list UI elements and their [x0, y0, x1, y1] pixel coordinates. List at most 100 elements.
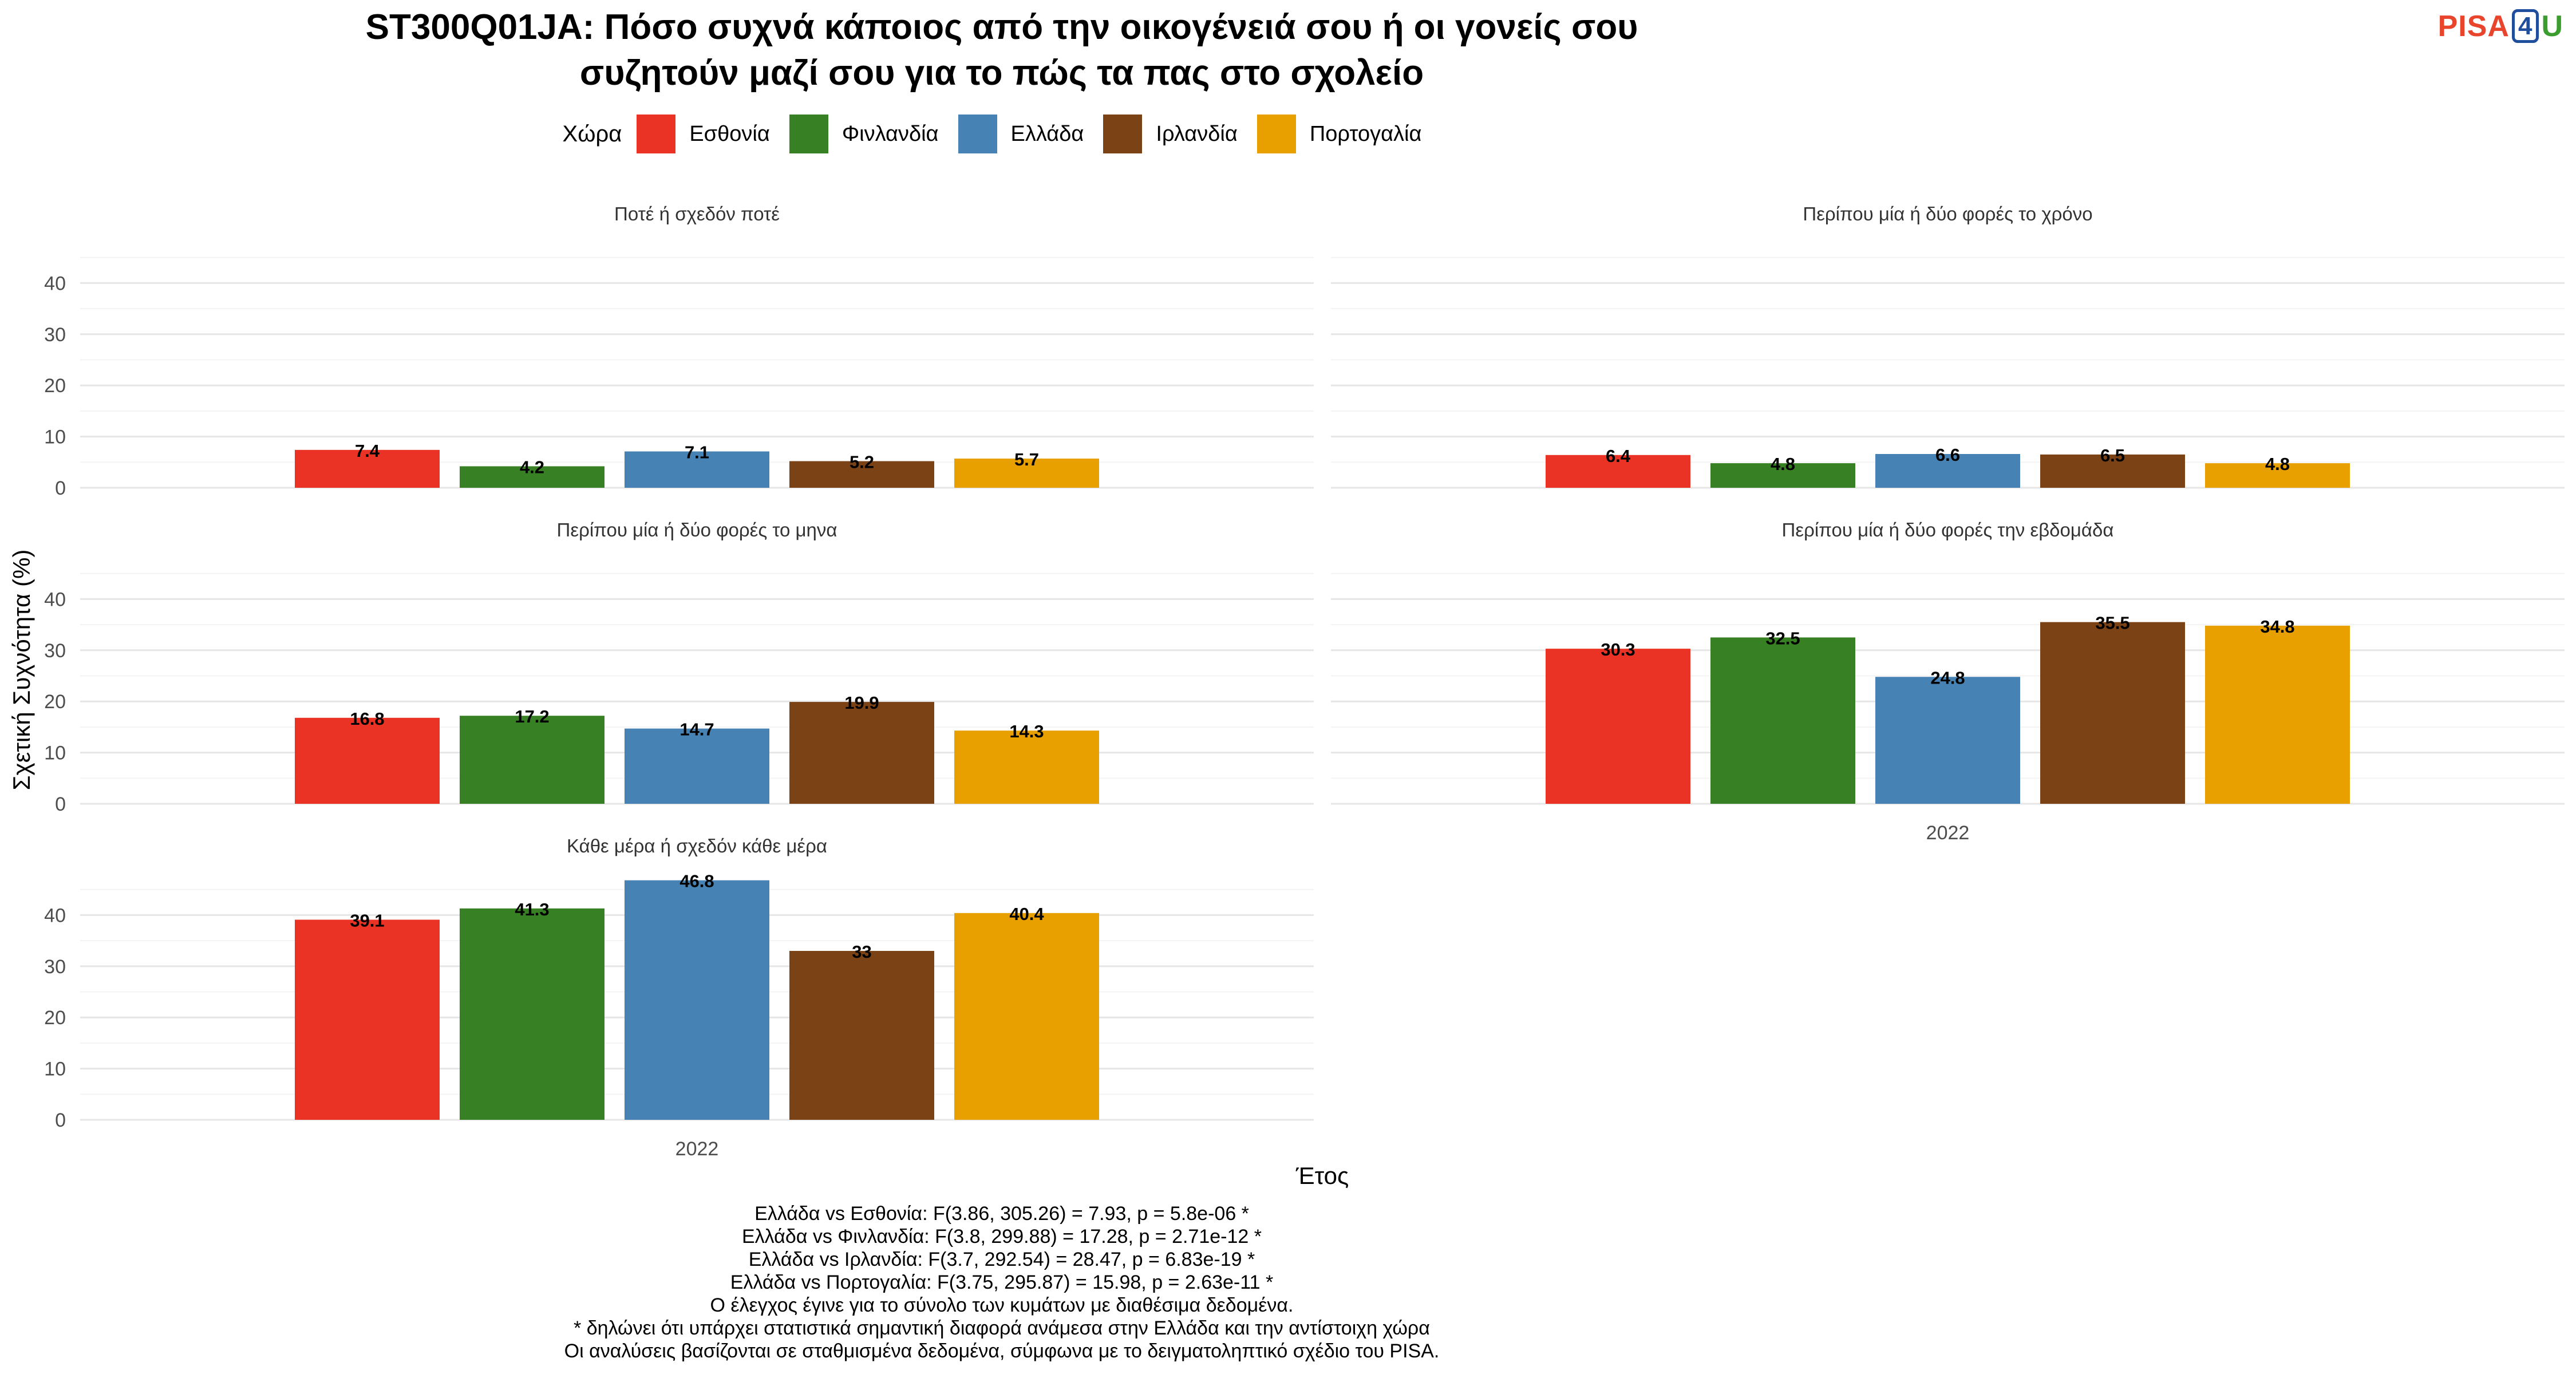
data-label-estonia-panel-3: 16.8 [350, 709, 384, 729]
note-line-6: * δηλώνει ότι υπάρχει στατιστικά σημαντι… [574, 1317, 1430, 1339]
bar-greece-panel-5 [625, 880, 769, 1120]
data-label-portugal-panel-2: 4.8 [2265, 454, 2290, 474]
legend-label-estonia: Εσθονία [689, 121, 770, 146]
bar-estonia-panel-5 [295, 919, 440, 1120]
bar-greece-panel-1 [625, 451, 769, 488]
bar-ireland-panel-5 [789, 950, 934, 1120]
y-tick-label: 20 [44, 1007, 66, 1029]
bar-finland-panel-2 [1710, 463, 1855, 488]
legend-item-ireland: Ιρλανδία [1103, 114, 1238, 153]
data-label-greece-panel-3: 14.7 [679, 720, 714, 740]
note-line-4: Ελλάδα vs Πορτογαλία: F(3.75, 295.87) = … [730, 1272, 1274, 1293]
statistical-notes: Ελλάδα vs Εσθονία: F(3.86, 305.26) = 7.9… [0, 1202, 2004, 1363]
bar-finland-panel-1 [460, 466, 605, 488]
y-tick-label: 20 [44, 691, 66, 713]
data-label-portugal-panel-4: 34.8 [2260, 617, 2294, 637]
x-axis-title: Έτος [1295, 1162, 1349, 1189]
data-label-ireland-panel-5: 33 [852, 942, 871, 962]
legend-swatch-ireland [1103, 114, 1143, 153]
bar-estonia-panel-3 [295, 717, 440, 804]
panel-title-1: Ποτέ ή σχεδόν ποτέ [614, 203, 780, 224]
logo-text-4: 4 [2511, 9, 2539, 43]
bar-portugal-panel-5 [954, 913, 1099, 1120]
y-tick-label: 10 [44, 743, 66, 764]
legend-swatch-estonia [637, 114, 676, 153]
bar-portugal-panel-3 [954, 731, 1099, 804]
bar-estonia-panel-2 [1546, 455, 1690, 488]
panel-title-4: Περίπου μία ή δύο φορές την εβδομάδα [1782, 519, 2114, 540]
y-tick-label: 0 [55, 793, 66, 815]
legend-swatch-portugal [1257, 114, 1296, 153]
data-label-ireland-panel-1: 5.2 [850, 452, 874, 472]
legend-title: Χώρα [562, 121, 622, 147]
legend-swatch-finland [789, 114, 828, 153]
bar-ireland-panel-1 [789, 461, 934, 488]
legend-label-greece: Ελλάδα [1010, 121, 1084, 146]
y-tick-label: 10 [44, 427, 66, 448]
bar-ireland-panel-3 [789, 702, 934, 804]
legend-label-portugal: Πορτογαλία [1309, 121, 1422, 146]
note-line-7: Οι αναλύσεις βασίζονται σε σταθμισμένα δ… [564, 1340, 1440, 1362]
note-line-5: Ο έλεγχος έγινε για το σύνολο των κυμάτω… [710, 1294, 1294, 1316]
legend-item-estonia: Εσθονία [637, 114, 770, 153]
y-tick-label: 0 [55, 477, 66, 499]
note-line-1: Ελλάδα vs Εσθονία: F(3.86, 305.26) = 7.9… [754, 1203, 1249, 1225]
legend-item-portugal: Πορτογαλία [1257, 114, 1422, 153]
panel-title-2: Περίπου μία ή δύο φορές το χρόνο [1803, 203, 2092, 224]
data-label-ireland-panel-2: 6.5 [2100, 445, 2125, 465]
bar-greece-panel-3 [625, 728, 769, 804]
data-label-ireland-panel-3: 19.9 [844, 693, 879, 713]
data-label-portugal-panel-5: 40.4 [1009, 904, 1044, 924]
bar-finland-panel-5 [460, 908, 605, 1120]
y-tick-label: 40 [44, 273, 66, 294]
panel-title-3: Περίπου μία ή δύο φορές το μηνα [557, 519, 837, 540]
data-label-estonia-panel-4: 30.3 [1601, 639, 1635, 660]
x-tick-label: 2022 [675, 1138, 719, 1160]
y-tick-label: 10 [44, 1059, 66, 1080]
data-label-estonia-panel-1: 7.4 [355, 441, 380, 461]
note-line-2: Ελλάδα vs Φινλανδία: F(3.8, 299.88) = 17… [742, 1226, 1262, 1247]
data-label-finland-panel-2: 4.8 [1771, 454, 1795, 474]
data-label-finland-panel-4: 32.5 [1765, 628, 1800, 648]
data-label-estonia-panel-5: 39.1 [350, 910, 384, 930]
y-axis-title: Σχετική Συχνότητα (%) [8, 550, 35, 791]
x-tick-label: 2022 [1926, 822, 1970, 844]
bar-portugal-panel-2 [2205, 463, 2350, 488]
bar-finland-panel-4 [1710, 637, 1855, 804]
bar-estonia-panel-4 [1546, 649, 1690, 804]
note-line-3: Ελλάδα vs Ιρλανδία: F(3.7, 292.54) = 28.… [748, 1249, 1255, 1270]
legend-item-greece: Ελλάδα [958, 114, 1084, 153]
legend-label-ireland: Ιρλανδία [1156, 121, 1238, 146]
data-label-greece-panel-4: 24.8 [1930, 668, 1965, 688]
bar-greece-panel-4 [1875, 677, 2020, 804]
chart-title-line-1: ST300Q01JA: Πόσο συχνά κάποιος από την ο… [365, 7, 1638, 47]
data-label-greece-panel-5: 46.8 [679, 871, 714, 891]
bar-portugal-panel-4 [2205, 625, 2350, 804]
data-label-finland-panel-3: 17.2 [515, 706, 549, 727]
y-tick-label: 40 [44, 905, 66, 926]
y-tick-label: 30 [44, 324, 66, 346]
bar-estonia-panel-1 [295, 449, 440, 488]
panel-title-5: Κάθε μέρα ή σχεδόν κάθε μέρα [567, 835, 827, 856]
data-label-portugal-panel-3: 14.3 [1009, 721, 1044, 741]
legend-label-finland: Φινλανδία [841, 121, 939, 146]
bar-greece-panel-2 [1875, 453, 2020, 488]
y-tick-label: 20 [44, 375, 66, 397]
pisa4u-logo: PISA 4 U [2438, 9, 2563, 44]
y-tick-label: 0 [55, 1110, 66, 1131]
data-label-portugal-panel-1: 5.7 [1014, 449, 1039, 469]
data-label-finland-panel-1: 4.2 [520, 457, 544, 477]
data-label-greece-panel-1: 7.1 [685, 443, 709, 463]
bar-finland-panel-3 [460, 716, 605, 804]
y-tick-label: 30 [44, 956, 66, 978]
legend-item-finland: Φινλανδία [789, 114, 939, 153]
bar-ireland-panel-2 [2040, 454, 2185, 488]
y-tick-label: 30 [44, 640, 66, 662]
chart-title-line-2: συζητούν μαζί σου για το πώς τα πας στο … [579, 53, 1424, 93]
legend-swatch-greece [958, 114, 997, 153]
bar-ireland-panel-4 [2040, 622, 2185, 804]
bar-portugal-panel-1 [954, 459, 1099, 488]
data-label-estonia-panel-2: 6.4 [1606, 446, 1631, 466]
y-tick-label: 40 [44, 589, 66, 610]
